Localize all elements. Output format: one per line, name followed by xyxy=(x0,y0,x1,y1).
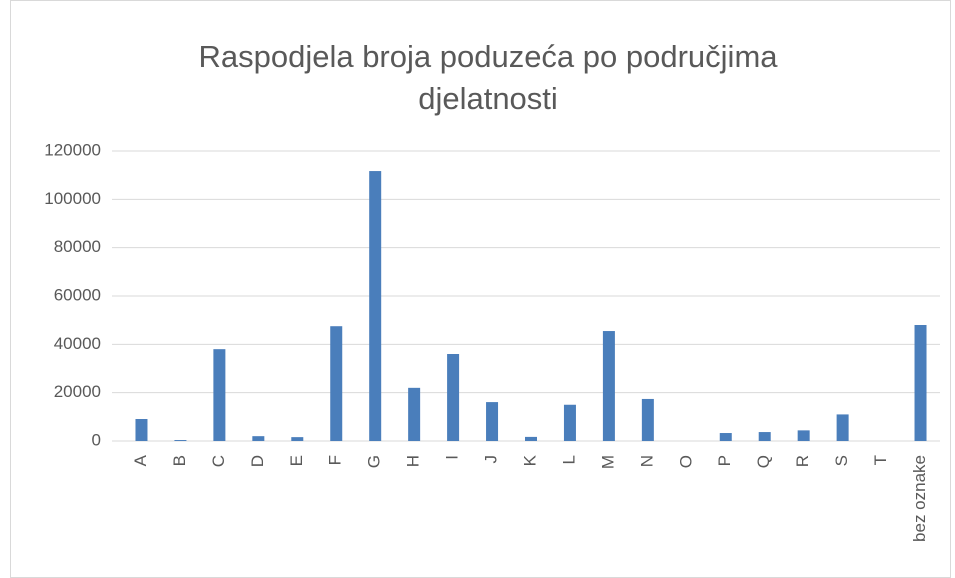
x-tick-label: E xyxy=(287,455,306,466)
bar xyxy=(836,414,849,441)
y-tick-label: 60000 xyxy=(54,285,101,304)
bar xyxy=(369,171,382,441)
x-tick-label: C xyxy=(209,455,228,467)
y-tick-label: 20000 xyxy=(54,382,101,401)
bar xyxy=(719,433,732,441)
x-tick-label: bez oznake xyxy=(910,455,929,542)
bar xyxy=(914,325,927,441)
x-tick-label: K xyxy=(520,454,539,466)
bar xyxy=(330,326,343,441)
bar xyxy=(447,354,460,441)
x-tick-label: J xyxy=(482,455,501,464)
bar xyxy=(174,440,187,441)
bar xyxy=(213,349,226,441)
bar xyxy=(252,436,265,441)
y-tick-label: 100000 xyxy=(44,189,101,208)
x-tick-label: L xyxy=(559,455,578,464)
x-tick-label: B xyxy=(170,455,189,466)
bar xyxy=(135,419,148,441)
x-tick-label: O xyxy=(676,455,695,468)
bar xyxy=(525,436,537,441)
bar xyxy=(797,430,810,441)
x-tick-label: P xyxy=(715,455,734,466)
x-tick-label: I xyxy=(443,455,462,460)
x-tick-label: T xyxy=(871,455,890,465)
y-tick-label: 120000 xyxy=(44,140,101,159)
x-tick-label: N xyxy=(637,455,656,467)
x-tick-label: M xyxy=(598,455,617,469)
x-tick-label: Q xyxy=(754,455,773,468)
bar xyxy=(602,331,615,441)
x-tick-label: A xyxy=(131,454,150,466)
chart-title: Raspodjela broja poduzeća po područjima … xyxy=(198,39,778,116)
x-tick-label: S xyxy=(832,455,851,466)
x-tick-label: D xyxy=(248,455,267,467)
bar xyxy=(563,404,576,441)
bar xyxy=(641,398,654,441)
bar xyxy=(758,432,771,441)
bar xyxy=(486,402,499,441)
x-tick-label: R xyxy=(793,455,812,467)
x-tick-label: H xyxy=(404,455,423,467)
y-tick-label: 40000 xyxy=(54,334,101,353)
y-tick-label: 0 xyxy=(92,430,101,449)
bar xyxy=(291,437,304,441)
y-tick-label: 80000 xyxy=(54,237,101,256)
bar xyxy=(408,387,421,441)
x-tick-label: G xyxy=(365,455,384,468)
x-tick-label: F xyxy=(326,455,345,465)
